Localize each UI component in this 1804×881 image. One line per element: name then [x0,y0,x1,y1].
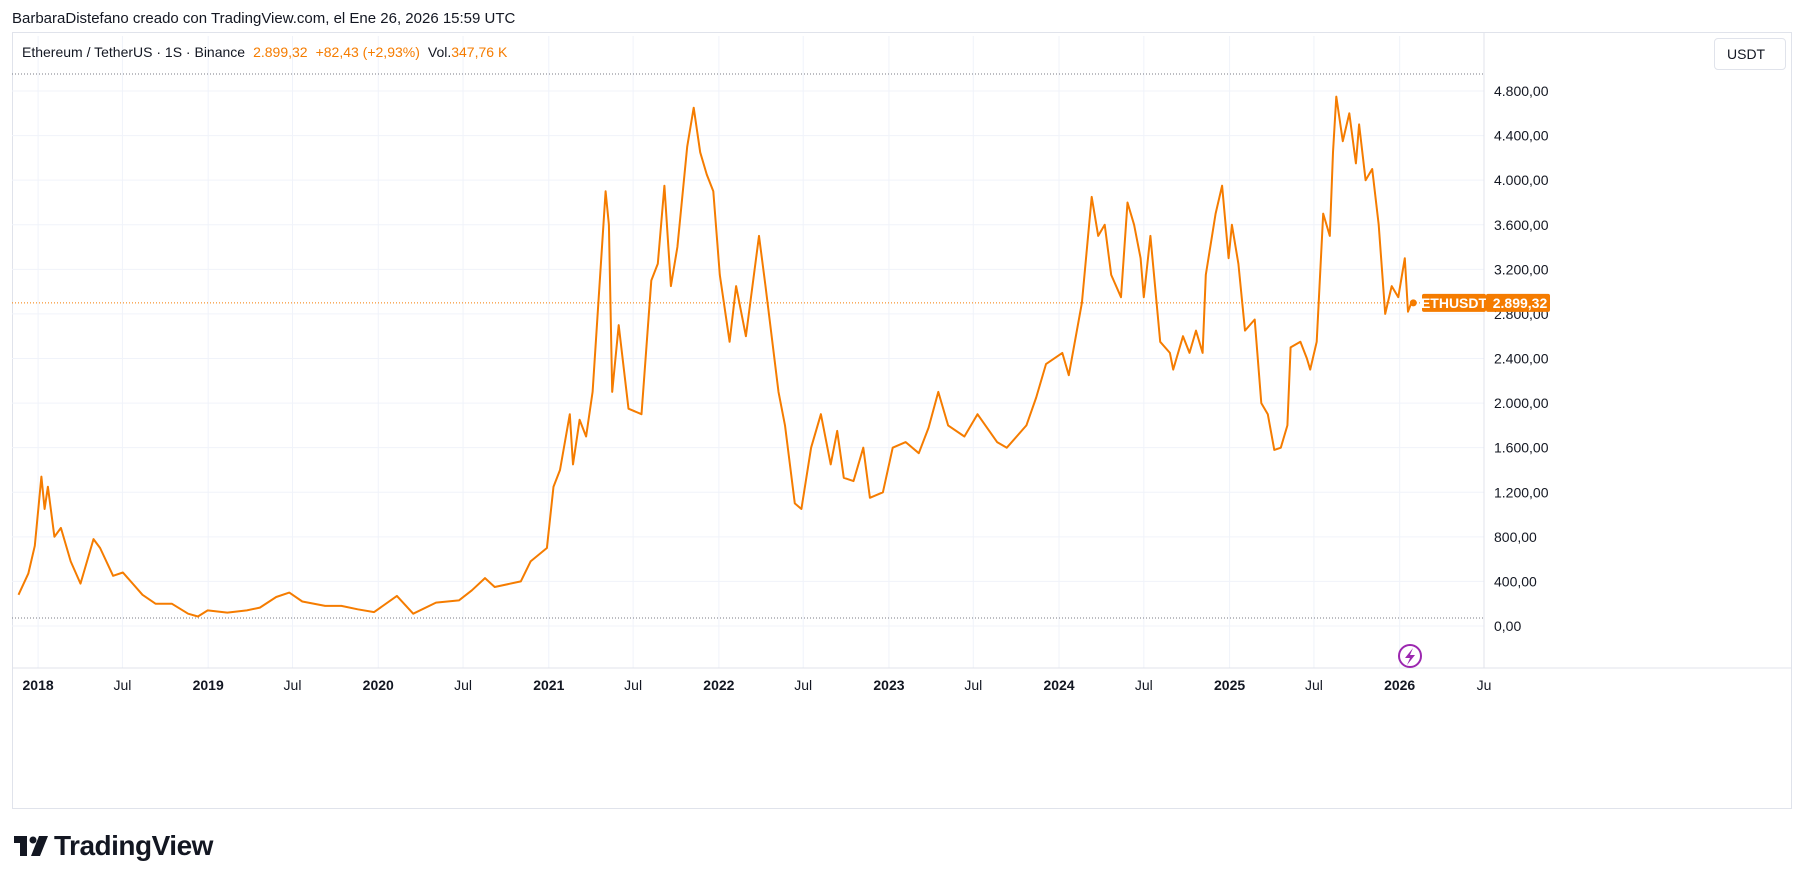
x-tick-label: Jul [1135,677,1153,693]
y-tick-label: 2.400,00 [1494,351,1549,367]
legend-volume-value: 347,76 K [451,44,508,60]
price-tag: ETHUSDT 2.899,32 [1421,293,1550,312]
y-tick-label: 1.600,00 [1494,440,1549,456]
last-price-dot [1409,299,1417,307]
x-tick-label: Jul [454,677,472,693]
x-tick-label: Jul [284,677,302,693]
y-tick-label: 4.000,00 [1494,172,1549,188]
legend-price: 2.899,32 [253,44,308,60]
x-tick-label: Jul [624,677,642,693]
x-tick-label: 2023 [873,677,904,693]
price-tag-symbol: ETHUSDT [1421,295,1488,311]
x-tick-label: 2018 [23,677,54,693]
legend-volume-label: Vol. [427,44,452,60]
currency-unit-button[interactable]: USDT [1714,38,1786,70]
x-tick-label: Jul [964,677,982,693]
y-tick-label: 0,00 [1494,618,1521,634]
y-tick-label: 4.800,00 [1494,83,1549,99]
legend-symbol: Ethereum / TetherUS · 1S · Binance [22,44,246,60]
symbol-legend[interactable]: Ethereum / TetherUS · 1S · Binance 2.899… [22,44,507,60]
x-tick-label: 2026 [1384,677,1415,693]
y-tick-label: 3.600,00 [1494,217,1549,233]
x-tick-label: 2021 [533,677,564,693]
tradingview-logo[interactable]: TradingView [14,830,213,862]
y-tick-label: 2.000,00 [1494,395,1549,411]
chart-caption: BarbaraDistefano creado con TradingView.… [12,10,516,27]
y-tick-label: 400,00 [1494,573,1537,589]
x-tick-label: Jul [1305,677,1323,693]
series-line-ethusdt [17,95,1413,618]
logo-text: TradingView [54,830,213,861]
price-tag-value: 2.899,32 [1493,295,1548,311]
x-tick-label: 2022 [703,677,734,693]
x-tick-label: Jul [113,677,131,693]
y-tick-label: 1.200,00 [1494,484,1549,500]
chart-frame[interactable] [12,32,1792,809]
x-tick-label: 2024 [1043,677,1074,693]
grid-layer [12,32,1792,669]
tradingview-logo-icon [14,836,48,856]
legend-change: +82,43 (+2,93%) [315,44,420,60]
time-axis: 2018 Jul 2019 Jul 2020 Jul 2021 Jul 2022 Jul 2023 J… [23,677,1492,693]
price-axis: 0,00 400,00 800,00 1.200,00 1.600,00 2.000,00… [1494,83,1549,634]
y-tick-label: 3.200,00 [1494,261,1549,277]
y-tick-label: 800,00 [1494,529,1537,545]
x-tick-label: 2020 [363,677,394,693]
x-tick-label: Jul [794,677,812,693]
x-tick-label: Ju [1477,677,1492,693]
x-tick-label: 2025 [1214,677,1245,693]
x-tick-label: 2019 [193,677,224,693]
y-tick-label: 4.400,00 [1494,128,1549,144]
lightning-icon[interactable] [1398,644,1422,668]
